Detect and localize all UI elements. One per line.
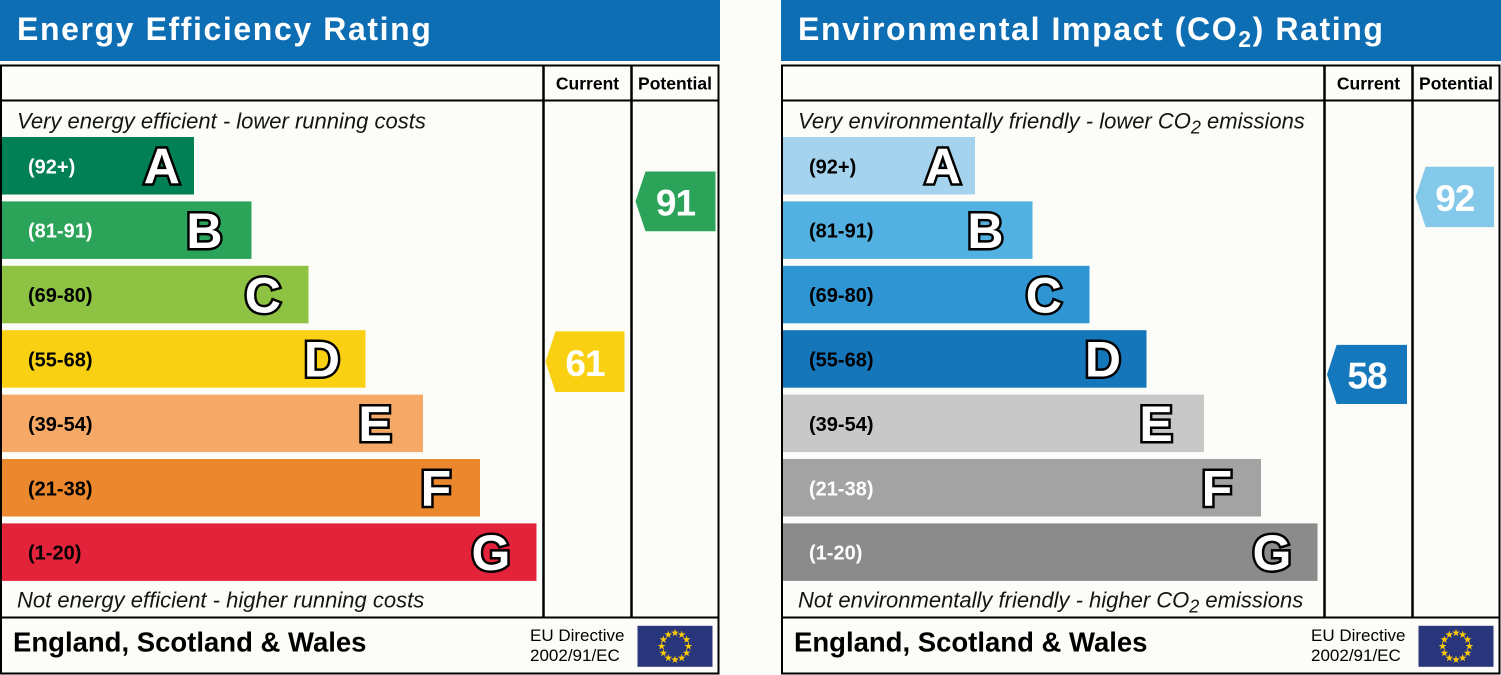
svg-text:(21-38): (21-38) xyxy=(28,478,92,500)
svg-text:B: B xyxy=(186,203,222,259)
svg-text:(92+): (92+) xyxy=(28,156,75,178)
svg-text:EU Directive: EU Directive xyxy=(530,626,624,645)
svg-text:(81-91): (81-91) xyxy=(809,221,873,243)
svg-text:Very environmentally friendly: Very environmentally friendly - lower CO… xyxy=(798,109,1305,138)
svg-text:England, Scotland & Wales: England, Scotland & Wales xyxy=(13,627,366,658)
svg-text:Not environmentally friendly -: Not environmentally friendly - higher CO… xyxy=(798,588,1303,617)
svg-text:(55-68): (55-68) xyxy=(28,350,92,372)
svg-text:(92+): (92+) xyxy=(809,156,856,178)
svg-text:2002/91/EC: 2002/91/EC xyxy=(1311,646,1401,665)
svg-text:Environmental Impact (CO2) Rat: Environmental Impact (CO2) Rating xyxy=(798,11,1385,52)
svg-text:A: A xyxy=(925,139,961,195)
svg-text:Energy Efficiency Rating: Energy Efficiency Rating xyxy=(17,11,432,47)
svg-text:(55-68): (55-68) xyxy=(809,350,873,372)
svg-text:(81-91): (81-91) xyxy=(28,221,92,243)
svg-text:(39-54): (39-54) xyxy=(809,414,873,436)
svg-text:(1-20): (1-20) xyxy=(809,543,862,565)
svg-text:B: B xyxy=(967,203,1003,259)
svg-text:G: G xyxy=(472,525,511,581)
svg-text:Not energy efficient - higher: Not energy efficient - higher running co… xyxy=(17,588,424,613)
svg-text:58: 58 xyxy=(1347,356,1387,397)
svg-text:2002/91/EC: 2002/91/EC xyxy=(530,646,620,665)
svg-text:C: C xyxy=(1026,267,1062,323)
svg-text:F: F xyxy=(421,461,452,517)
svg-text:Very energy efficient - lower: Very energy efficient - lower running co… xyxy=(17,109,426,134)
svg-text:E: E xyxy=(358,396,391,452)
svg-text:92: 92 xyxy=(1435,178,1475,219)
svg-text:61: 61 xyxy=(565,343,605,384)
svg-text:D: D xyxy=(304,332,340,388)
svg-text:(39-54): (39-54) xyxy=(28,414,92,436)
svg-text:(69-80): (69-80) xyxy=(28,285,92,307)
svg-text:F: F xyxy=(1202,461,1233,517)
svg-text:D: D xyxy=(1085,332,1121,388)
svg-text:(21-38): (21-38) xyxy=(809,478,873,500)
svg-text:(69-80): (69-80) xyxy=(809,285,873,307)
svg-text:A: A xyxy=(144,139,180,195)
svg-text:G: G xyxy=(1253,525,1292,581)
svg-text:E: E xyxy=(1139,396,1172,452)
svg-text:Current: Current xyxy=(556,74,619,94)
svg-text:England, Scotland & Wales: England, Scotland & Wales xyxy=(794,627,1147,658)
svg-text:EU Directive: EU Directive xyxy=(1311,626,1405,645)
svg-text:(1-20): (1-20) xyxy=(28,543,81,565)
svg-text:Potential: Potential xyxy=(1419,74,1493,94)
svg-text:91: 91 xyxy=(656,183,696,224)
svg-text:Current: Current xyxy=(1337,74,1400,94)
svg-text:Potential: Potential xyxy=(638,74,712,94)
svg-text:C: C xyxy=(245,267,281,323)
